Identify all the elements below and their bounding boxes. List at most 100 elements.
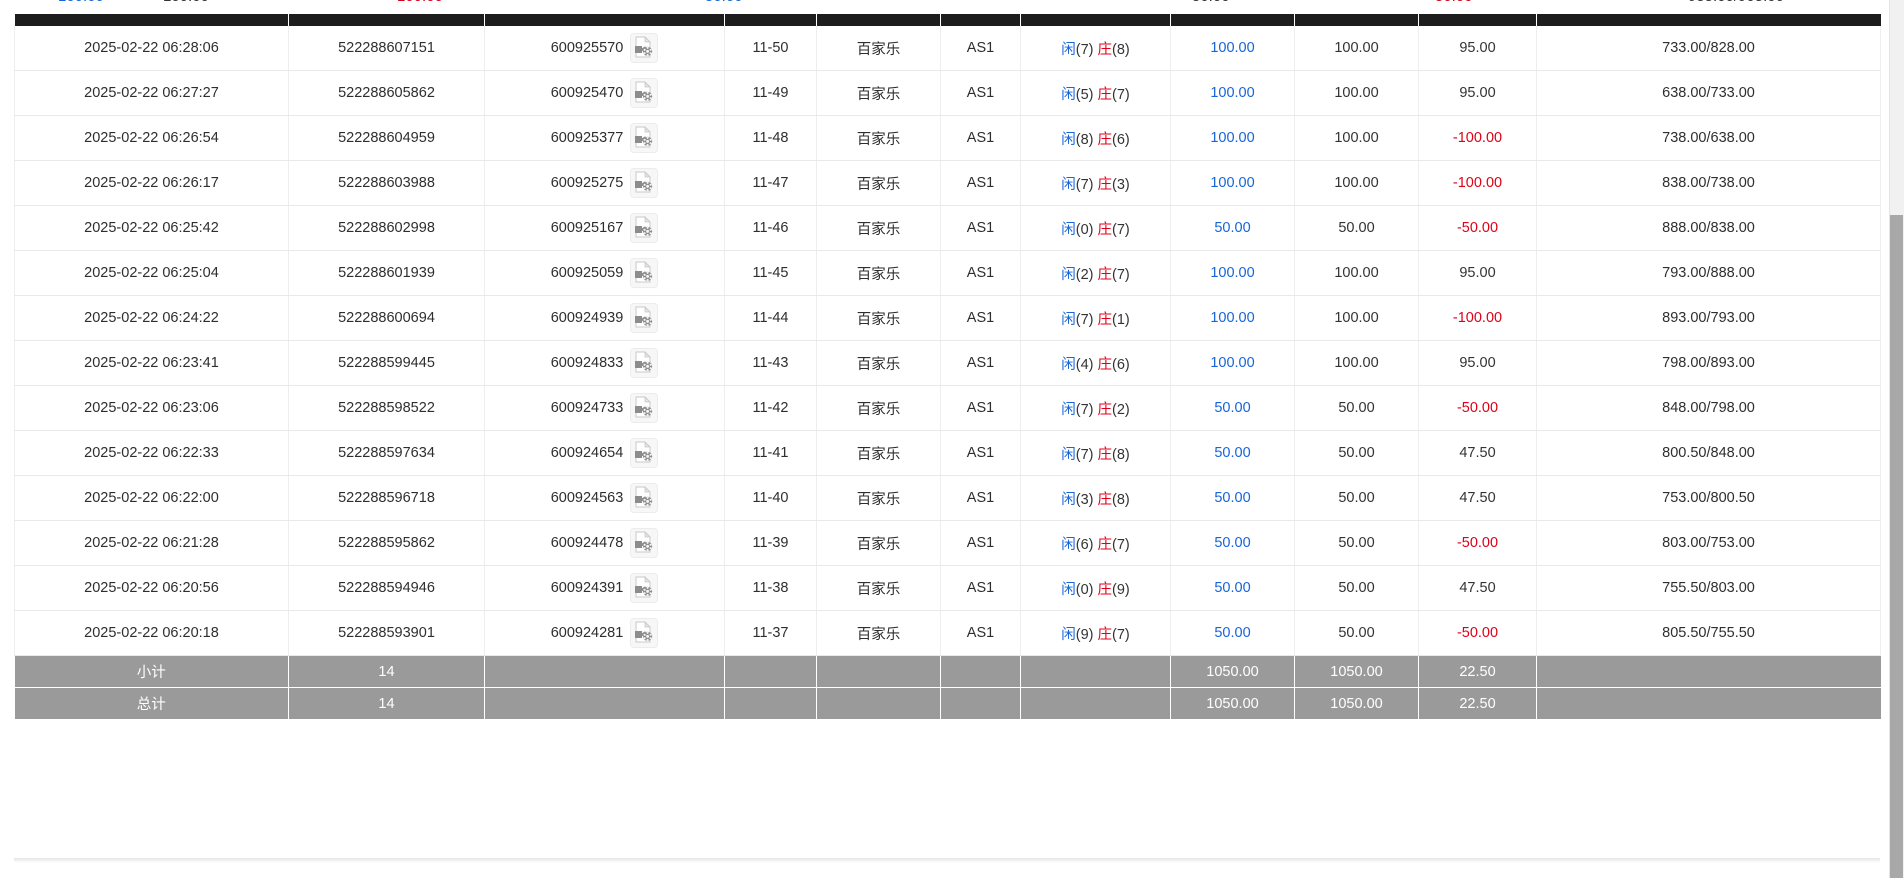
video-replay-icon[interactable] bbox=[630, 33, 659, 63]
video-replay-icon[interactable] bbox=[630, 618, 659, 648]
video-replay-icon[interactable] bbox=[630, 438, 659, 468]
cell-balance: 638.00/733.00 bbox=[1536, 70, 1881, 116]
cell-shoe-number: 11-48 bbox=[724, 115, 817, 161]
result-banker-points: (6) bbox=[1112, 131, 1130, 148]
result-banker-label: 庄 bbox=[1097, 221, 1113, 238]
table-row: 2025-02-22 06:23:41 522288599445 600924833… bbox=[14, 340, 1881, 386]
cell-valid-bet: 100.00 bbox=[1294, 160, 1419, 206]
cell-result: 闲(7) 庄(1) bbox=[1020, 295, 1171, 341]
cell-shoe-number: 11-37 bbox=[724, 610, 817, 656]
cell-round-id: 600924391 bbox=[484, 565, 725, 611]
video-replay-icon[interactable] bbox=[630, 258, 659, 288]
result-banker-points: (7) bbox=[1112, 86, 1130, 103]
video-replay-icon[interactable] bbox=[630, 303, 659, 333]
result-player-label: 闲 bbox=[1061, 176, 1076, 193]
video-replay-icon[interactable] bbox=[630, 393, 659, 423]
cell-game-name: 百家乐 bbox=[816, 26, 941, 71]
cell-round-id: 600924563 bbox=[484, 475, 725, 521]
cell-shoe-number: 11-40 bbox=[724, 475, 817, 521]
cell-game-name: 百家乐 bbox=[816, 385, 941, 431]
result-banker-points: (7) bbox=[1112, 266, 1130, 283]
cell-valid-bet: 50.00 bbox=[1294, 430, 1419, 476]
result-player-label: 闲 bbox=[1061, 536, 1076, 553]
cell-balance: 738.00/638.00 bbox=[1536, 115, 1881, 161]
cell-bet-amount: 100.00 bbox=[1170, 115, 1295, 161]
video-replay-icon[interactable] bbox=[630, 483, 659, 513]
video-replay-icon[interactable] bbox=[630, 123, 659, 153]
cell-win-loss: -50.00 bbox=[1418, 520, 1537, 566]
video-replay-icon[interactable] bbox=[630, 78, 659, 108]
table-row: 2025-02-22 06:28:06 522288607151 600925570… bbox=[14, 26, 1881, 71]
cell-table-id: AS1 bbox=[940, 205, 1021, 251]
col-header-table-id bbox=[940, 14, 1021, 26]
result-banker-label: 庄 bbox=[1097, 401, 1113, 418]
cell-round-id: 600924478 bbox=[484, 520, 725, 566]
result-player-label: 闲 bbox=[1061, 491, 1076, 508]
result-banker-points: (9) bbox=[1112, 581, 1130, 598]
summary-table-id bbox=[940, 655, 1021, 688]
table-row: 2025-02-22 06:27:27 522288605862 600925470… bbox=[14, 70, 1881, 116]
cell-table-id: AS1 bbox=[940, 430, 1021, 476]
cell-table-id: AS1 bbox=[940, 520, 1021, 566]
result-banker-label: 庄 bbox=[1097, 131, 1113, 148]
table-row: 2025-02-22 06:22:33 522288597634 600924654… bbox=[14, 430, 1881, 476]
cell-bet-amount: 50.00 bbox=[1170, 385, 1295, 431]
vertical-scrollbar-thumb[interactable] bbox=[1890, 215, 1903, 878]
result-player-points: (7) bbox=[1075, 311, 1094, 328]
cell-win-loss: -100.00 bbox=[1418, 115, 1537, 161]
cell-result: 闲(2) 庄(7) bbox=[1020, 250, 1171, 296]
cell-game-name: 百家乐 bbox=[816, 295, 941, 341]
cell-table-id: AS1 bbox=[940, 340, 1021, 386]
vertical-scrollbar-track[interactable] bbox=[1889, 0, 1904, 878]
cell-bet-time: 2025-02-22 06:25:04 bbox=[14, 250, 289, 296]
video-replay-icon[interactable] bbox=[630, 573, 659, 603]
round-id-group: 600924563 bbox=[551, 483, 659, 513]
cell-win-loss: 95.00 bbox=[1418, 26, 1537, 71]
cell-balance: 793.00/888.00 bbox=[1536, 250, 1881, 296]
cell-balance: 893.00/793.00 bbox=[1536, 295, 1881, 341]
result-player-label: 闲 bbox=[1061, 221, 1076, 238]
cell-valid-bet: 100.00 bbox=[1294, 250, 1419, 296]
result-banker-label: 庄 bbox=[1097, 536, 1113, 553]
result-player-label: 闲 bbox=[1061, 266, 1076, 283]
clipped-text-fragment: 100.00 bbox=[58, 0, 104, 4]
col-header-shoe bbox=[724, 14, 817, 26]
cell-bet-time: 2025-02-22 06:23:41 bbox=[14, 340, 289, 386]
result-banker-label: 庄 bbox=[1097, 581, 1113, 598]
cell-round-id: 600924833 bbox=[484, 340, 725, 386]
cell-game-name: 百家乐 bbox=[816, 250, 941, 296]
cell-game-name: 百家乐 bbox=[816, 610, 941, 656]
cell-win-loss: -50.00 bbox=[1418, 610, 1537, 656]
cell-round-id: 600925059 bbox=[484, 250, 725, 296]
summary-result bbox=[1020, 687, 1171, 719]
summary-row: 总计 14 1050.00 1050.00 22.50 bbox=[14, 687, 1881, 719]
cell-result: 闲(7) 庄(8) bbox=[1020, 26, 1171, 71]
cell-table-id: AS1 bbox=[940, 250, 1021, 296]
clipped-text-fragment: 50.00 bbox=[1192, 0, 1230, 4]
cell-game-name: 百家乐 bbox=[816, 430, 941, 476]
cell-bet-id: 522288605862 bbox=[288, 70, 485, 116]
cell-win-loss: 47.50 bbox=[1418, 565, 1537, 611]
video-replay-icon[interactable] bbox=[630, 168, 659, 198]
cell-result: 闲(7) 庄(2) bbox=[1020, 385, 1171, 431]
cell-valid-bet: 50.00 bbox=[1294, 520, 1419, 566]
video-replay-icon[interactable] bbox=[630, 528, 659, 558]
cell-bet-amount: 50.00 bbox=[1170, 205, 1295, 251]
cell-valid-bet: 50.00 bbox=[1294, 475, 1419, 521]
cell-result: 闲(0) 庄(9) bbox=[1020, 565, 1171, 611]
round-id-group: 600924733 bbox=[551, 393, 659, 423]
clipped-text-fragment: -100.00 bbox=[392, 0, 443, 4]
summary-count: 14 bbox=[288, 687, 485, 719]
cell-game-name: 百家乐 bbox=[816, 565, 941, 611]
summary-count: 14 bbox=[288, 655, 485, 688]
table-row: 2025-02-22 06:21:28 522288595862 600924478… bbox=[14, 520, 1881, 566]
clipped-text-fragment: 100.00 bbox=[163, 0, 209, 4]
cell-balance: 848.00/798.00 bbox=[1536, 385, 1881, 431]
cell-table-id: AS1 bbox=[940, 610, 1021, 656]
video-replay-icon[interactable] bbox=[630, 348, 659, 378]
cell-table-id: AS1 bbox=[940, 385, 1021, 431]
table-row: 2025-02-22 06:20:56 522288594946 600924391… bbox=[14, 565, 1881, 611]
video-replay-icon[interactable] bbox=[630, 213, 659, 243]
cell-bet-id: 522288596718 bbox=[288, 475, 485, 521]
cell-bet-time: 2025-02-22 06:21:28 bbox=[14, 520, 289, 566]
